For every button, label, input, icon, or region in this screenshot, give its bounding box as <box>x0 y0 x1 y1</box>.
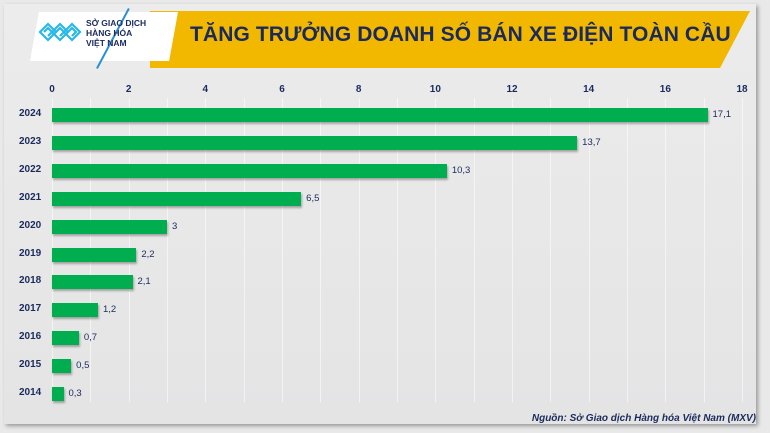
bar-2018 <box>52 275 133 290</box>
bar-value-label: 13,7 <box>582 136 601 148</box>
y-category-label: 2018 <box>19 275 42 287</box>
x-tick-label: 4 <box>202 84 209 95</box>
gridline <box>473 98 475 402</box>
bar-2019 <box>52 247 137 262</box>
gridline <box>742 98 743 402</box>
bar-2014 <box>52 387 64 401</box>
logo-line-1: SỞ GIAO DỊCH <box>86 18 147 28</box>
x-tick-label: 12 <box>506 84 518 95</box>
title-banner <box>150 11 750 68</box>
bar-2023 <box>52 135 578 150</box>
gridline <box>703 98 705 402</box>
bar-2022 <box>52 163 447 178</box>
x-tick-label: 2 <box>125 84 132 95</box>
y-category-label: 2019 <box>19 247 42 259</box>
bar-value-label: 2,2 <box>141 248 155 260</box>
bar-2021 <box>52 191 302 206</box>
logo-line-2: HÀNG HÓA <box>86 28 133 38</box>
bar-value-label: 0,3 <box>68 388 82 399</box>
logo-line-3: VIỆT NAM <box>86 38 127 48</box>
y-category-label: 2023 <box>19 135 42 147</box>
source-note: Nguồn: Sở Giao dịch Hàng hóa Việt Nam (M… <box>531 413 756 424</box>
gridline <box>512 98 513 402</box>
mxv-logo-icon <box>38 22 82 42</box>
y-category-label: 2020 <box>19 219 42 231</box>
gridline <box>588 98 590 402</box>
y-category-label: 2016 <box>19 331 42 343</box>
x-tick-label: 8 <box>355 84 362 95</box>
gridline <box>627 98 628 402</box>
gridline <box>243 98 245 402</box>
y-category-label: 2017 <box>19 303 42 315</box>
gridline <box>282 98 283 402</box>
gridline <box>167 98 168 402</box>
gridline <box>358 98 360 402</box>
gridline <box>205 98 207 402</box>
bar-value-label: 10,3 <box>451 164 471 176</box>
bar-value-label: 0,5 <box>76 360 90 372</box>
x-tick-label: 0 <box>49 84 55 95</box>
gridline <box>320 98 322 402</box>
bar-2020 <box>52 219 167 234</box>
y-category-label: 2014 <box>19 387 42 398</box>
bar-value-label: 0,7 <box>83 332 98 344</box>
chart-title: TĂNG TRƯỞNG DOANH SỐ BÁN XE ĐIỆN TOÀN CẦ… <box>190 23 731 46</box>
bar-value-label: 17,1 <box>712 109 732 120</box>
x-tick-label: 10 <box>429 84 441 95</box>
bar-2016 <box>52 331 79 346</box>
gridline <box>665 98 667 402</box>
bar-2017 <box>52 303 98 318</box>
y-category-label: 2021 <box>19 191 42 203</box>
gridline <box>435 98 437 402</box>
gridline <box>397 98 398 402</box>
y-category-label: 2015 <box>19 359 42 371</box>
x-tick-label: 16 <box>659 84 671 95</box>
bar-2024 <box>52 108 708 122</box>
y-category-label: 2022 <box>19 163 42 175</box>
x-tick-label: 6 <box>279 84 285 95</box>
x-tick-label: 14 <box>583 84 595 95</box>
logo-text: SỞ GIAO DỊCH HÀNG HÓA VIỆT NAM <box>86 18 146 48</box>
bar-value-label: 6,5 <box>306 192 320 204</box>
x-tick-label: 18 <box>736 84 748 95</box>
bar-value-label: 2,1 <box>137 276 151 288</box>
y-category-label: 2024 <box>19 108 42 119</box>
bar-value-label: 1,2 <box>103 304 117 316</box>
bar-value-label: 3 <box>172 220 178 232</box>
gridline <box>550 98 552 402</box>
bar-2015 <box>52 359 72 374</box>
